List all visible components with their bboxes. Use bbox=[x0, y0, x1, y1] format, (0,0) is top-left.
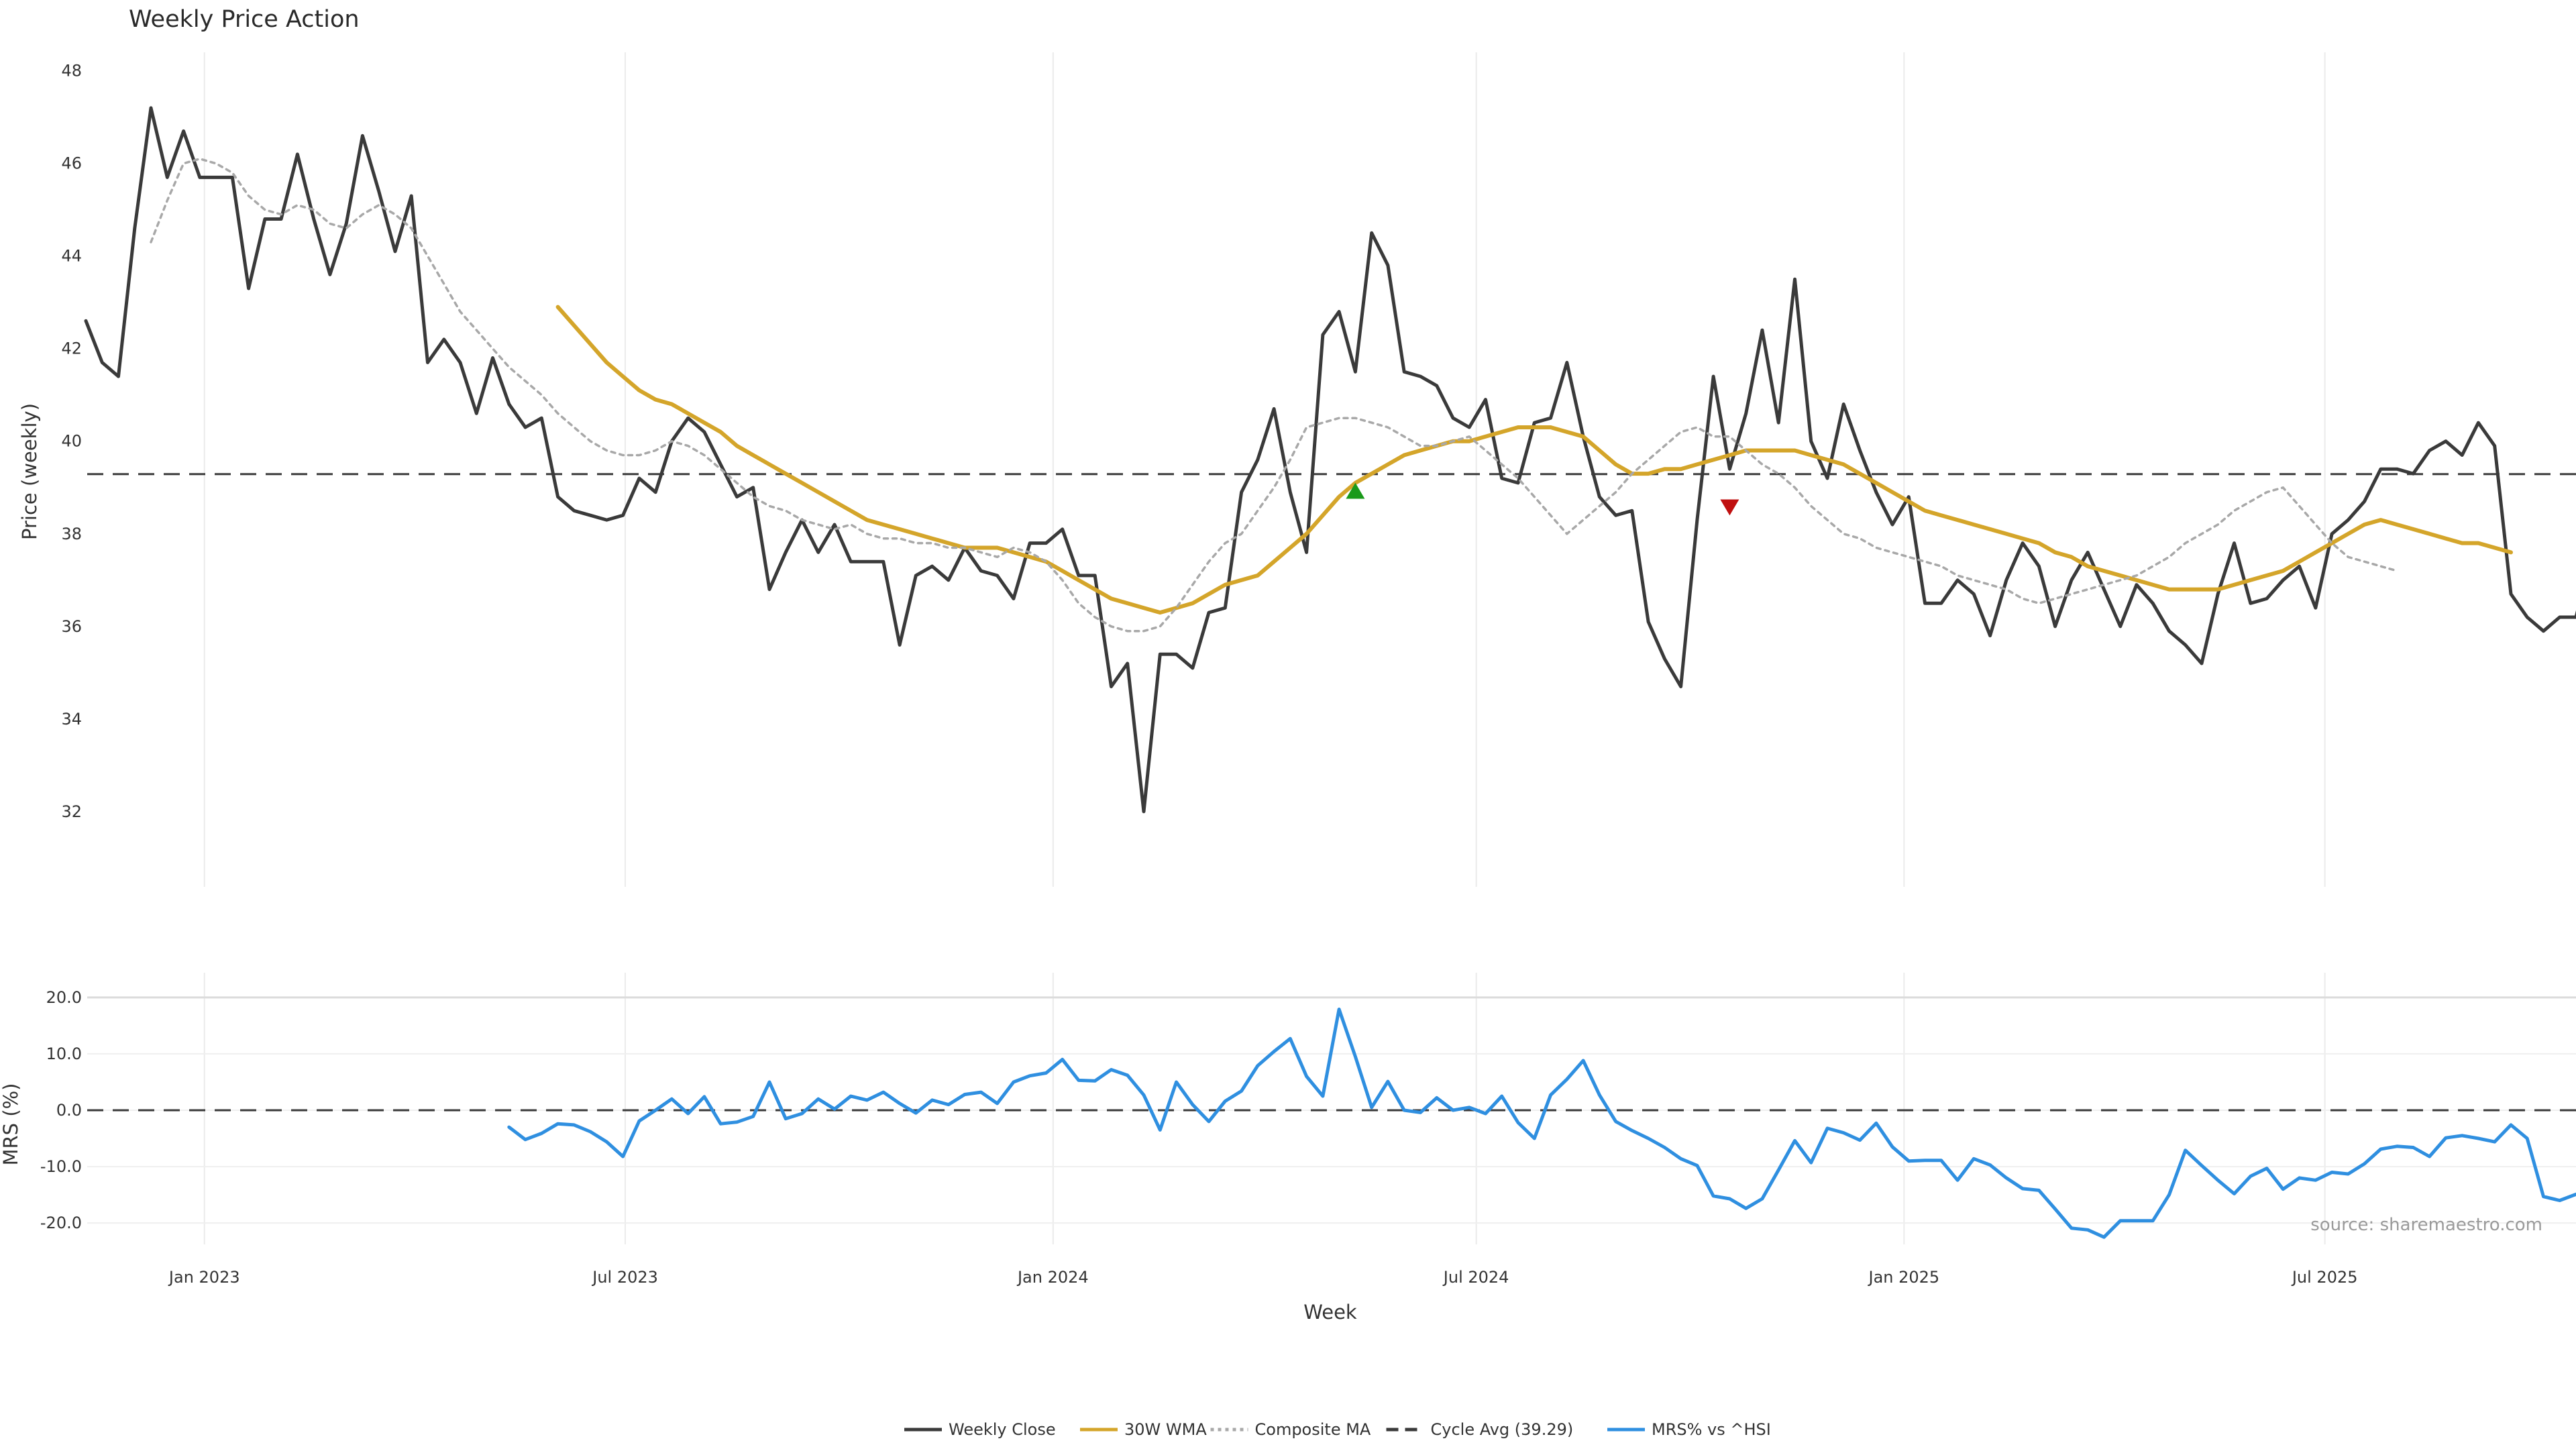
price-y-tick-label: 40 bbox=[61, 432, 82, 451]
mrs-axis-title: MRS (%) bbox=[0, 1083, 22, 1166]
price-y-tick-label: 42 bbox=[61, 339, 82, 358]
x-tick-label: Jan 2024 bbox=[1016, 1268, 1089, 1287]
chart-grid bbox=[87, 52, 2576, 1244]
mrs-y-tick-label: 0.0 bbox=[56, 1101, 82, 1120]
buy-signal-marker bbox=[1346, 482, 1365, 499]
legend-item-weekly-close: Weekly Close bbox=[904, 1420, 1056, 1439]
price-y-tick-label: 46 bbox=[61, 154, 82, 173]
price-axis-title: Price (weekly) bbox=[18, 403, 41, 540]
price-y-tick-label: 48 bbox=[61, 62, 82, 80]
source-annotation: source: sharemaestro.com bbox=[2310, 1215, 2542, 1235]
sell-signal-marker bbox=[1720, 499, 1739, 516]
price-y-tick-label: 36 bbox=[61, 617, 82, 636]
x-tick-label: Jan 2023 bbox=[168, 1268, 240, 1287]
reference-lines bbox=[87, 473, 2576, 1112]
mrs-y-tick-label: -10.0 bbox=[40, 1157, 82, 1176]
x-axis-title: Week bbox=[1303, 1301, 1357, 1324]
chart-series bbox=[84, 106, 2576, 1239]
mrs-y-tick-label: 10.0 bbox=[46, 1044, 82, 1063]
legend-item-30w-wma: 30W WMA bbox=[1080, 1420, 1207, 1439]
legend-label: Weekly Close bbox=[949, 1420, 1056, 1439]
price-y-tick-label: 44 bbox=[61, 247, 82, 266]
price-y-tick-label: 38 bbox=[61, 525, 82, 543]
chart-axes: Jan 2023 Jul 2023 Jan 2024 Jul 2024 Jan 2025… bbox=[40, 62, 2358, 1287]
x-tick-label: Jul 2023 bbox=[591, 1268, 658, 1287]
series-composite-ma bbox=[150, 158, 2398, 633]
mrs-series-mrs-vs-hsi bbox=[507, 1008, 2576, 1239]
legend-item-composite-ma: Composite MA bbox=[1210, 1420, 1371, 1439]
x-tick-label: Jan 2025 bbox=[1867, 1268, 1939, 1287]
legend-label: 30W WMA bbox=[1124, 1420, 1207, 1439]
x-tick-label: Jul 2025 bbox=[2291, 1268, 2358, 1287]
legend-item-mrs-vs-hsi: MRS% vs ^HSI bbox=[1607, 1420, 1771, 1439]
signal-markers bbox=[1346, 482, 1739, 516]
chart-legend: Weekly Close 30W WMA Composite MA Cycle Avg… bbox=[904, 1420, 1771, 1439]
series-30w-wma bbox=[555, 305, 2513, 615]
price-y-tick-label: 32 bbox=[61, 802, 82, 821]
price-y-tick-label: 34 bbox=[61, 710, 82, 729]
legend-label: Composite MA bbox=[1255, 1420, 1371, 1439]
mrs-y-tick-label: 20.0 bbox=[46, 988, 82, 1007]
legend-label: MRS% vs ^HSI bbox=[1652, 1420, 1771, 1439]
legend-item-cycle-avg-39-29: Cycle Avg (39.29) bbox=[1386, 1420, 1574, 1439]
mrs-y-tick-label: -20.0 bbox=[40, 1214, 82, 1232]
legend-label: Cycle Avg (39.29) bbox=[1431, 1420, 1574, 1439]
x-tick-label: Jul 2024 bbox=[1442, 1268, 1509, 1287]
series-weekly-close bbox=[84, 106, 2576, 814]
chart-title: Weekly Price Action bbox=[129, 6, 360, 33]
